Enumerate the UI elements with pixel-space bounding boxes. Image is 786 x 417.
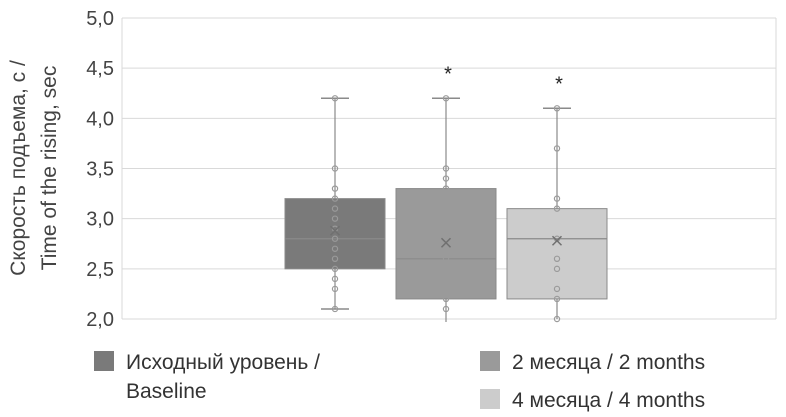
- y-axis-label-line2: Time of the rising, sec: [38, 66, 61, 271]
- box-series-0: [284, 95, 386, 313]
- data-point: [442, 255, 450, 262]
- data-point: [553, 145, 561, 152]
- data-point: [553, 265, 561, 273]
- data-point: [442, 305, 450, 313]
- legend-swatch-4-months: [480, 389, 500, 409]
- data-point: [331, 195, 339, 202]
- data-point: [442, 185, 450, 192]
- y-tick-label: 4,5: [86, 58, 114, 80]
- box: [506, 208, 608, 300]
- y-tick-label: 5,0: [86, 8, 114, 30]
- y-tick-label: 3,5: [86, 159, 114, 181]
- data-point: [442, 215, 450, 222]
- data-point: [331, 275, 339, 283]
- data-point: [331, 265, 339, 273]
- box-series-1: *: [395, 63, 497, 323]
- significance-asterisk: *: [555, 73, 563, 95]
- legend-label-baseline-line1: Исходный уровень /: [126, 351, 321, 374]
- y-axis-ticks: 2,0 2,5 3,0 3,5 4,0 4,5 5,0: [86, 8, 114, 331]
- data-point: [442, 295, 450, 303]
- data-point: [331, 255, 339, 262]
- data-point: [331, 205, 339, 212]
- data-point: [331, 165, 339, 172]
- data-point: [442, 245, 450, 252]
- mean-marker: [440, 237, 452, 248]
- data-point: [442, 165, 450, 172]
- data-point: [442, 195, 450, 202]
- legend-swatch-baseline: [94, 351, 114, 371]
- data-point: [553, 255, 561, 262]
- boxes: * *: [284, 63, 608, 323]
- data-point: [553, 195, 561, 202]
- data-point: [442, 205, 450, 212]
- box-series-2: *: [506, 73, 608, 323]
- data-point: [442, 95, 450, 102]
- y-tick-label: 3,0: [86, 209, 114, 231]
- y-axis-label-line1: Скорость подъема, с /: [7, 60, 30, 276]
- box-plot-chart: 2,02,53,03,54,04,55,0 * * Скорость подъем…: [7, 8, 777, 331]
- y-tick-label: 4,0: [86, 108, 114, 130]
- data-point: [553, 105, 561, 112]
- data-point: [331, 185, 339, 192]
- mean-marker: [329, 225, 341, 236]
- data-point: [331, 215, 339, 222]
- data-point: [553, 315, 561, 323]
- significance-asterisk: *: [444, 63, 452, 85]
- y-tick-label: 2,5: [86, 259, 114, 281]
- legend-label-baseline-line2: Baseline: [126, 380, 207, 403]
- data-point: [553, 295, 561, 303]
- data-point: [331, 285, 339, 293]
- legend-item-4-months: 4 месяца / 4 months: [480, 386, 705, 415]
- data-point: [442, 275, 450, 283]
- data-point: [553, 285, 561, 293]
- data-point: [442, 175, 450, 182]
- data-point: [442, 265, 450, 273]
- data-point: [331, 305, 339, 313]
- legend-item-baseline: Исходный уровень / Baseline: [94, 348, 320, 406]
- y-tick-label: 2,0: [86, 309, 114, 331]
- legend-label-2-months: 2 месяца / 2 months: [512, 351, 706, 374]
- legend-label-4-months: 4 месяца / 4 months: [512, 389, 706, 412]
- data-point: [553, 205, 561, 212]
- data-point: [331, 245, 339, 252]
- data-point: [331, 95, 339, 102]
- box: [284, 198, 386, 270]
- mean-marker: [551, 235, 563, 246]
- legend-item-2-months: 2 месяца / 2 months: [480, 348, 705, 377]
- legend-swatch-2-months: [480, 351, 500, 371]
- data-point: [442, 235, 450, 242]
- data-point: [331, 235, 339, 242]
